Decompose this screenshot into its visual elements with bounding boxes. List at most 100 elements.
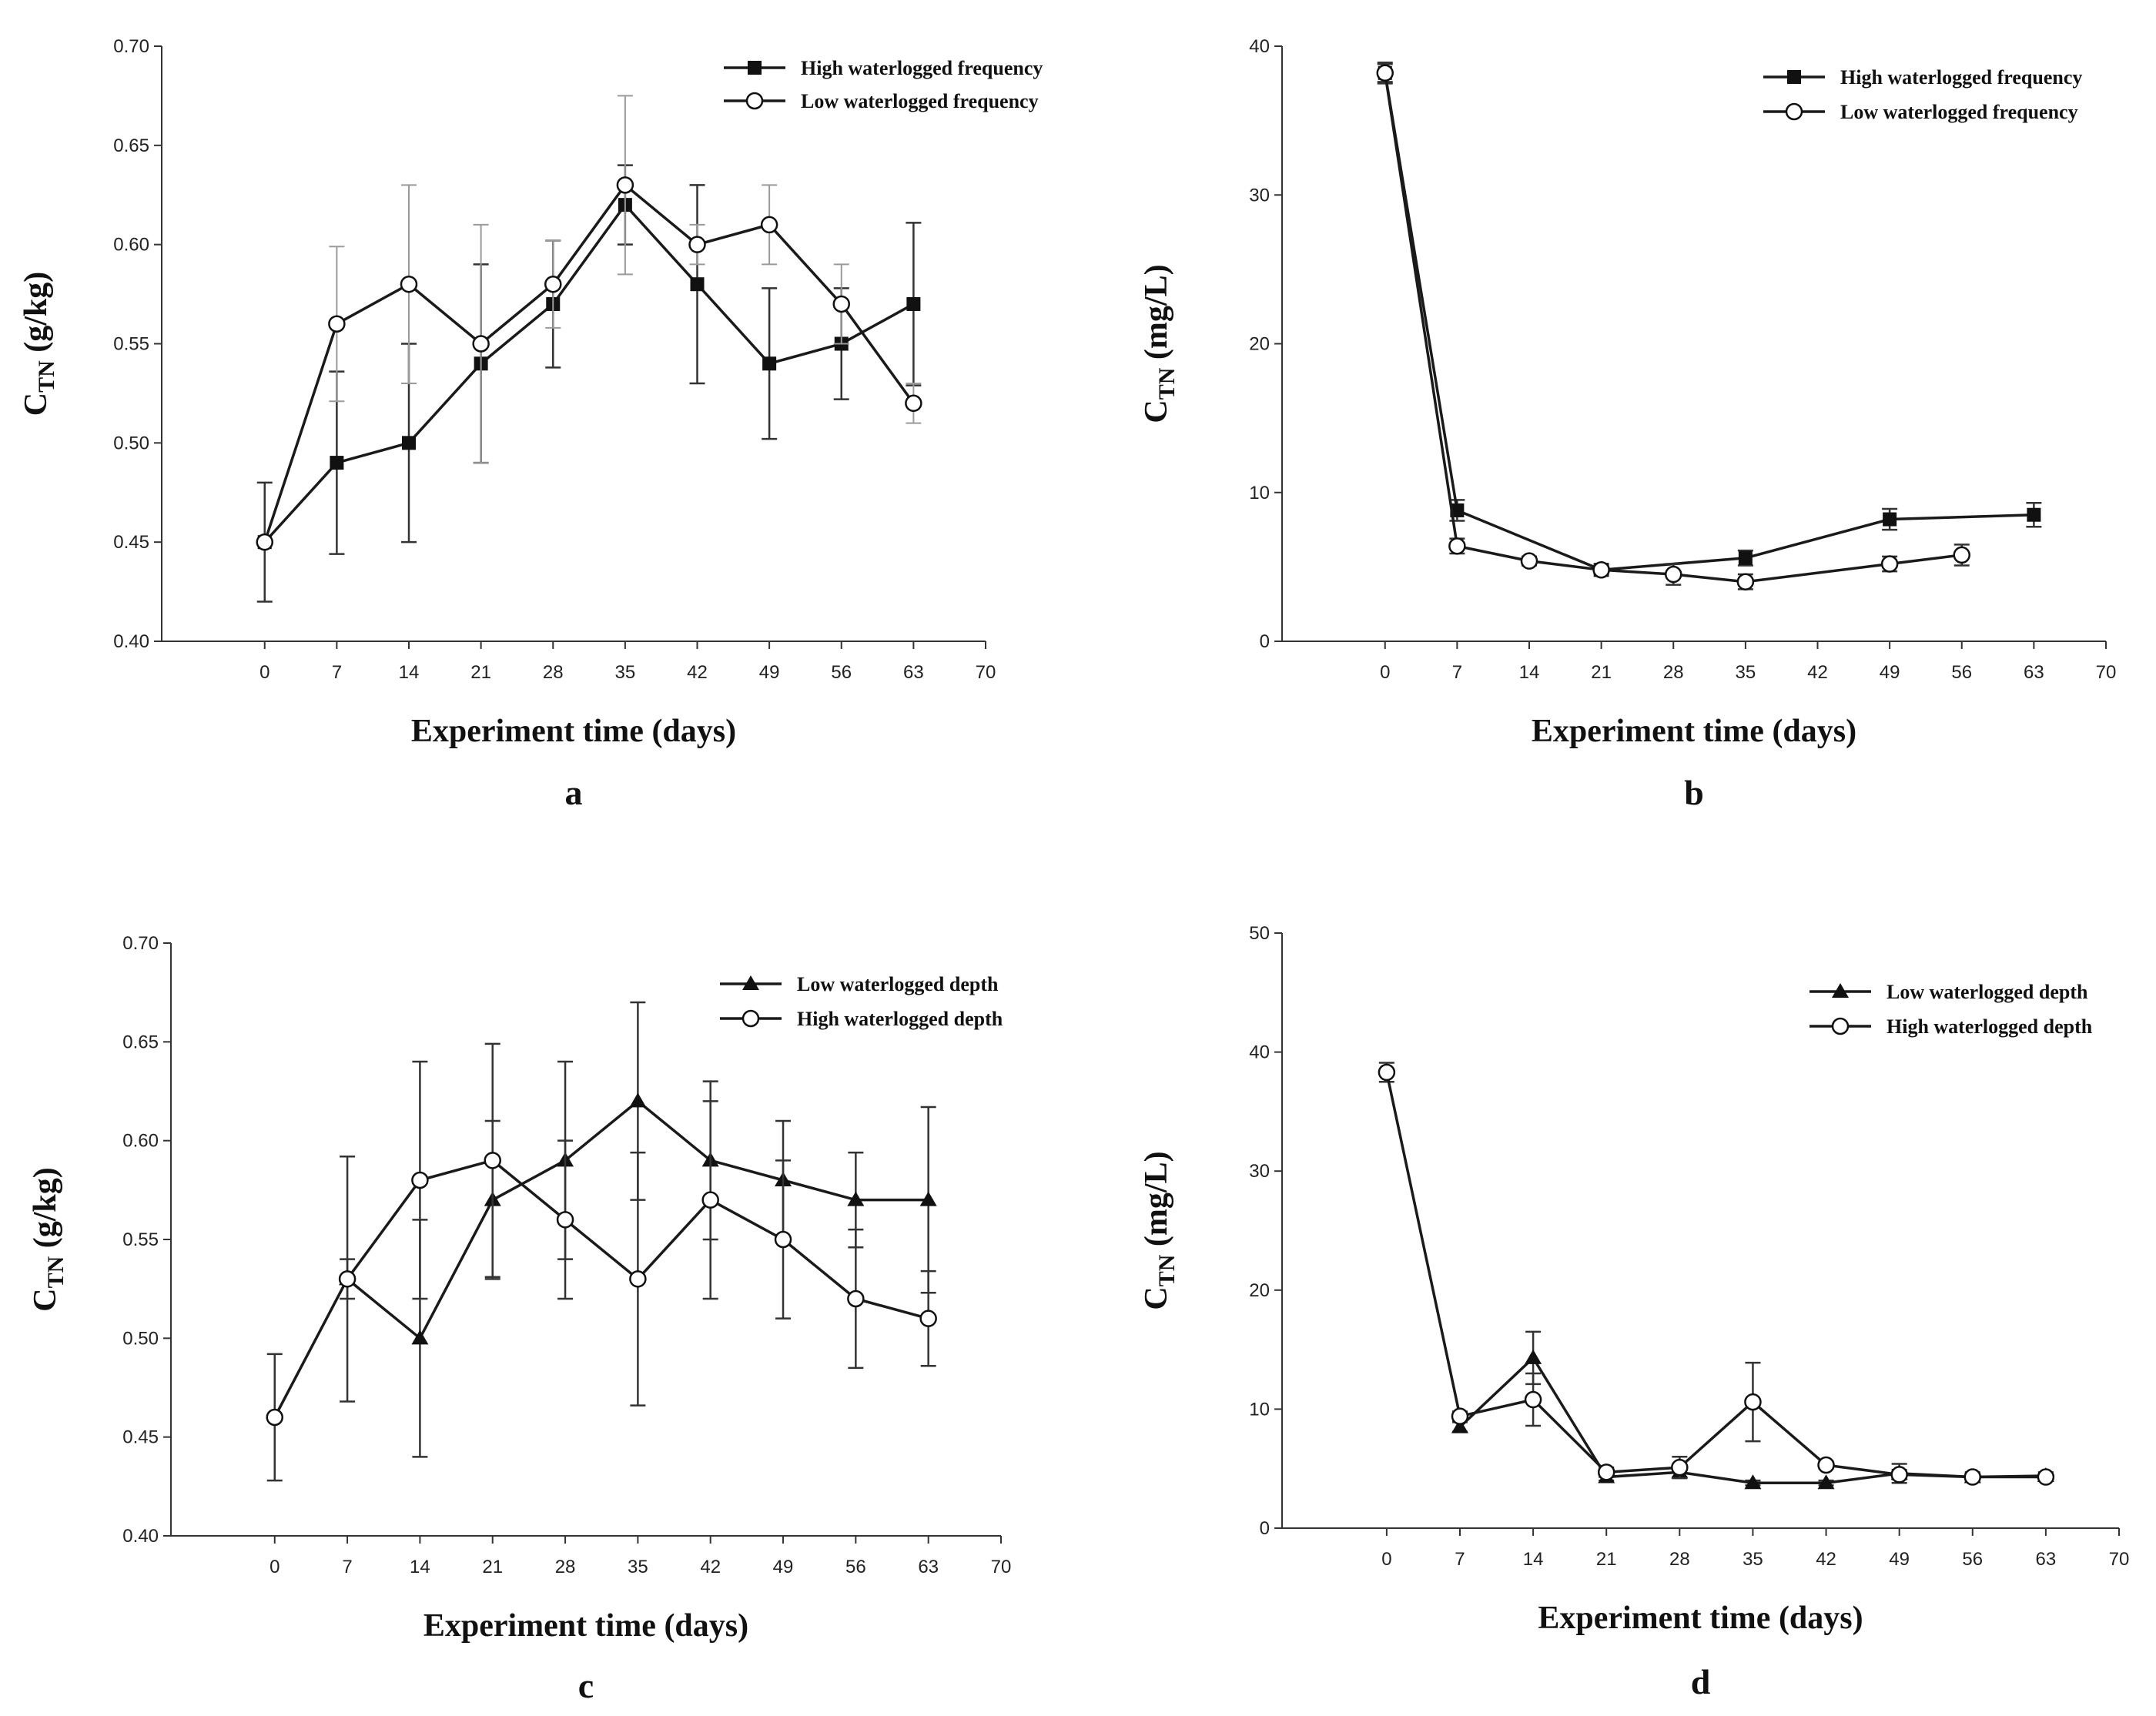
x-tick-label: 0 [270,1557,280,1577]
x-tick-label: 0 [1381,1549,1391,1570]
data-point [330,456,344,470]
y-axis-label: CTN (mg/L) [1139,1151,1180,1310]
y-tick-label: 0.65 [122,1032,159,1052]
data-point [1376,64,1394,82]
x-tick-label: 70 [976,662,996,683]
data-point [919,1310,937,1327]
x-tick-label: 14 [1523,1549,1544,1570]
data-point [1817,1474,1835,1490]
data-point [919,1191,937,1206]
series-line [263,202,915,544]
y-tick-label: 0.50 [122,1328,159,1349]
data-point [629,1270,647,1288]
data-point [1964,1468,1982,1486]
x-tick-label: 70 [991,1557,1012,1577]
data-point [338,1270,357,1288]
data-point [1738,550,1753,565]
data-point [1671,1458,1689,1477]
y-tick-label: 0.40 [113,631,149,652]
legend: High waterlogged frequency Low waterlogge… [1763,66,2082,123]
x-axis-label: Experiment time (days) [1532,714,1856,749]
legend-marker [742,975,759,990]
x-tick-label: 49 [773,1557,794,1577]
panel-letter: b [1684,773,1704,812]
series-line [263,182,915,543]
data-point [1451,1418,1468,1433]
y-axis-label: CTN (mg/L) [1139,264,1180,423]
x-tick-label: 49 [759,662,780,683]
legend: Low waterlogged depth High waterlogged de… [1810,981,2093,1038]
legend-label: Low waterlogged frequency [1840,101,2078,123]
series-line [1385,1072,2046,1479]
data-point [1450,503,1465,517]
legend-marker [748,61,762,75]
y-axis-label-main: C [1139,400,1174,423]
data-point [544,275,562,293]
data-point [774,1230,792,1249]
data-point [1451,1407,1469,1425]
series-circle [266,1042,937,1482]
x-tick-label: 7 [1455,1549,1465,1570]
x-tick-label: 56 [1962,1549,1983,1570]
y-tick-label: 0.60 [122,1131,159,1152]
panel-a: 0.40 0.45 0.50 0.55 0.60 0.65 0.70 0 7 14 21 28 35 42… [18,36,1043,812]
x-tick-label: 28 [543,662,564,683]
data-point [760,216,778,234]
data-point [1744,1393,1762,1411]
y-tick-label: 40 [1249,1042,1270,1063]
x-axis-label: Experiment time (days) [1538,1601,1863,1636]
legend-label: Low waterlogged depth [1886,981,2088,1003]
data-point [1592,560,1610,579]
series-circle [256,95,922,551]
x-tick-label: 70 [2109,1549,2130,1570]
data-point [484,1152,501,1169]
x-tick-label: 35 [1743,1549,1763,1570]
data-point [1736,573,1755,590]
data-point [701,1191,719,1209]
y-tick-label: 30 [1249,185,1270,206]
y-axis-label-main: C [18,393,54,416]
data-point [616,176,634,194]
data-point [2037,1468,2055,1486]
x-tick-label: 0 [259,662,270,683]
y-axis-label-subscript: TN [1154,367,1180,400]
x-tick-label: 42 [1807,662,1828,683]
y-tick-label: 0.55 [113,334,149,355]
data-point [411,1171,429,1189]
x-tick-label: 7 [342,1557,352,1577]
data-point [256,533,273,551]
y-tick-label: 10 [1249,1399,1270,1420]
x-tick-label: 14 [410,1557,430,1577]
y-tick-label: 0.50 [113,433,149,453]
x-tick-label: 56 [1951,662,1972,683]
data-point [1524,1390,1542,1409]
series-square [1377,62,2042,577]
x-tick-label: 21 [1591,662,1612,683]
x-axis-label: Experiment time (days) [411,714,736,749]
data-point [1890,1466,1908,1484]
legend-marker [1785,102,1803,121]
series-line [1384,72,1962,584]
y-tick-label: 0.70 [122,933,159,954]
series-square [256,164,922,603]
x-axis-label: Experiment time (days) [424,1608,748,1644]
y-axis-label-main: C [1139,1286,1174,1310]
data-point [556,1211,574,1229]
data-point [629,1092,647,1108]
x-tick-label: 28 [1663,662,1684,683]
legend-label: High waterlogged depth [797,1008,1003,1030]
data-point [1883,512,1897,527]
data-point [688,236,706,253]
y-tick-label: 0 [1260,1518,1270,1539]
panel-b: 0 10 20 30 40 0 7 14 21 28 35 42 49 56 63 70 Experiment … [1139,36,2116,812]
data-point [1953,546,1970,564]
x-tick-label: 7 [332,662,342,683]
x-tick-label: 63 [918,1557,939,1577]
x-tick-label: 35 [628,1557,648,1577]
legend: High waterlogged frequency Low waterlogge… [724,57,1043,112]
y-tick-label: 40 [1249,36,1270,57]
data-point [1520,552,1538,570]
data-point [411,1330,429,1345]
series-line [273,1159,929,1418]
data-point [690,277,705,292]
